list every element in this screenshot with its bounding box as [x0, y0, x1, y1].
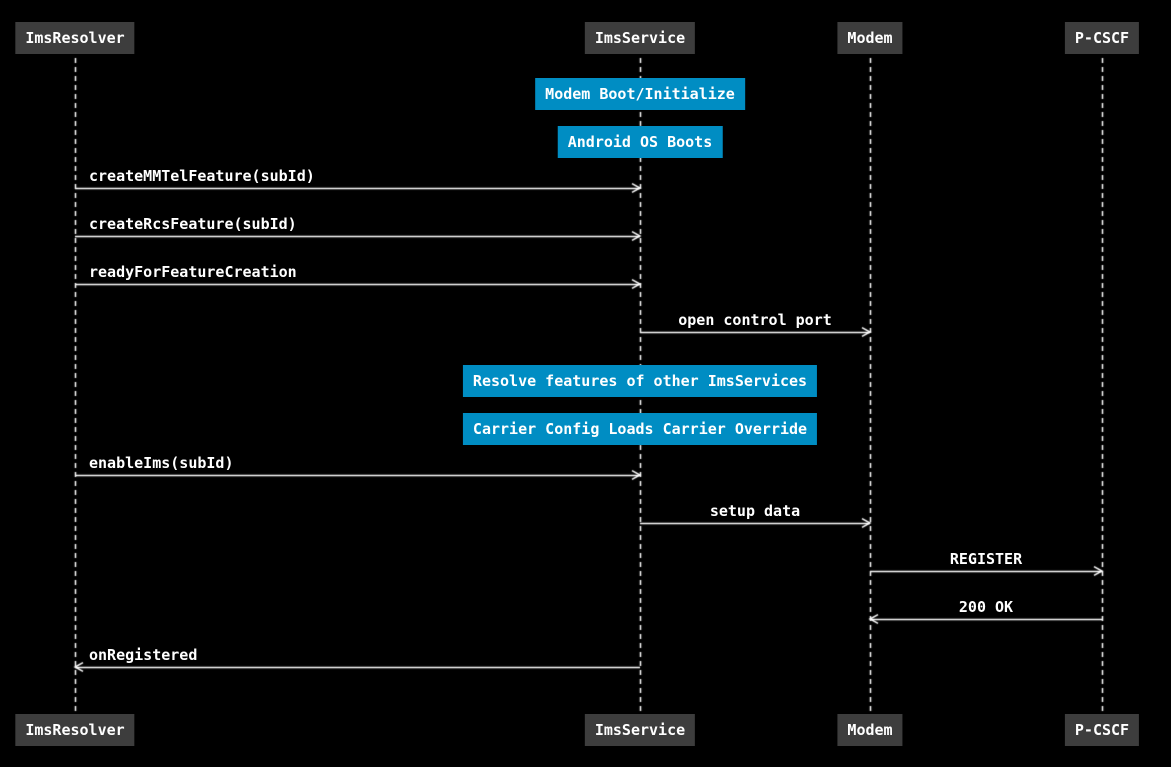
sequence-diagram-canvas [0, 0, 1171, 767]
